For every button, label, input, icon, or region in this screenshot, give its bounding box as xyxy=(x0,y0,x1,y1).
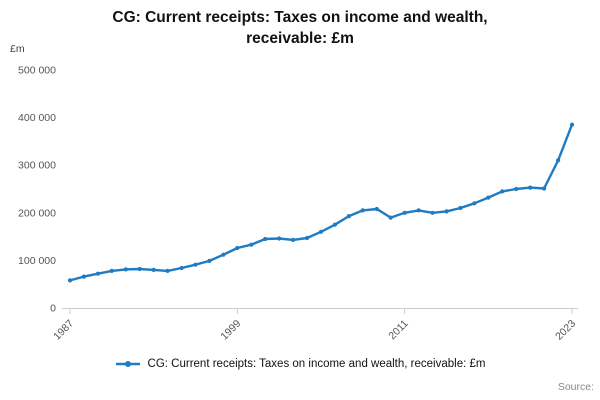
chart-title: CG: Current receipts: Taxes on income an… xyxy=(112,9,488,47)
data-point xyxy=(500,189,505,194)
data-point xyxy=(81,274,86,279)
data-point xyxy=(416,208,421,213)
data-point xyxy=(193,262,198,267)
data-point xyxy=(318,229,324,234)
data-point xyxy=(221,252,226,257)
y-axis-unit-label: £m xyxy=(10,43,25,55)
data-point xyxy=(346,214,351,219)
data-point xyxy=(472,201,477,206)
data-point xyxy=(249,242,254,247)
y-tick-label: 500 000 xyxy=(18,65,56,77)
data-point xyxy=(444,209,449,214)
data-point xyxy=(430,210,435,215)
data-point xyxy=(151,267,156,272)
data-point xyxy=(514,186,519,192)
data-point xyxy=(235,245,240,251)
x-tick-label: 2023 xyxy=(553,318,578,343)
legend-line-marker-icon xyxy=(115,361,140,367)
chart-line xyxy=(68,123,574,282)
data-point xyxy=(486,195,491,200)
data-point xyxy=(123,267,128,272)
data-point xyxy=(569,122,575,127)
y-tick-label: 0 xyxy=(50,303,56,315)
data-point xyxy=(374,206,379,212)
source-label: Source: xyxy=(557,381,594,393)
legend-label: CG: Current receipts: Taxes on income an… xyxy=(147,358,486,370)
legend: CG: Current receipts: Taxes on income an… xyxy=(0,357,600,371)
data-point xyxy=(556,158,561,163)
data-point xyxy=(291,237,296,242)
data-point xyxy=(402,210,407,215)
data-point xyxy=(207,258,212,263)
data-point xyxy=(528,185,533,190)
data-point xyxy=(179,265,184,271)
data-point xyxy=(458,205,463,211)
y-tick-label: 200 000 xyxy=(18,207,56,219)
y-tick-label: 400 000 xyxy=(18,112,56,124)
legend-item[interactable]: CG: Current receipts: Taxes on income an… xyxy=(115,357,486,371)
x-tick-label: 2011 xyxy=(386,318,411,343)
x-tick-label: 1987 xyxy=(51,318,76,343)
data-point xyxy=(277,236,282,241)
y-tick-label: 100 000 xyxy=(18,255,56,267)
data-point xyxy=(542,186,547,191)
data-point xyxy=(165,268,170,273)
data-point xyxy=(95,271,100,276)
data-point xyxy=(137,266,142,272)
data-point xyxy=(263,236,268,242)
y-tick-label: 300 000 xyxy=(18,160,56,172)
x-tick-label: 1999 xyxy=(218,318,243,343)
data-point xyxy=(332,222,337,227)
data-point xyxy=(305,235,310,241)
data-point xyxy=(109,268,114,273)
data-point xyxy=(360,208,365,213)
data-point xyxy=(388,215,393,220)
data-point xyxy=(67,278,73,283)
